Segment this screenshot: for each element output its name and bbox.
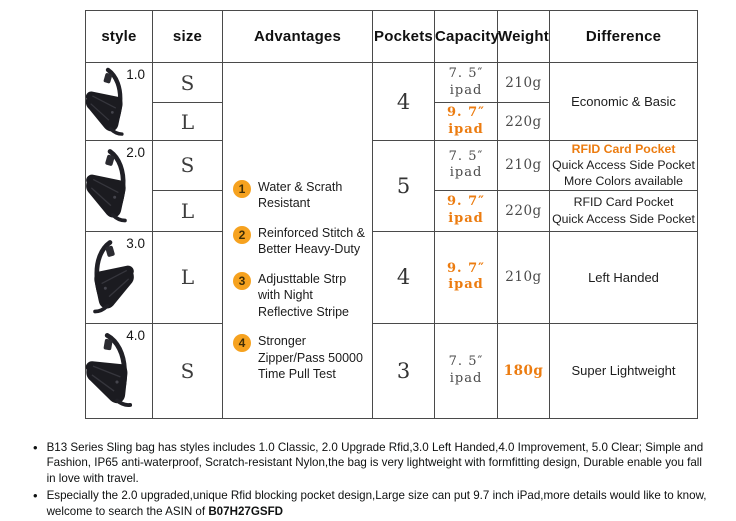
sling-bag-4-0-icon [82,330,140,412]
advantage-item-4: 4 Stronger Zipper/Pass 50000 Time Pull T… [233,333,366,383]
capacity-device: ipad [449,82,483,98]
size-cell: L [152,230,223,324]
difference-cell: RFID Card Pocket Quick Access Side Pocke… [549,189,698,232]
style-cell-1-0: 1.0 [86,62,153,141]
style-version-label: 3.0 [126,235,145,251]
capacity-cell: 7. 5″ ipad [434,62,498,103]
number-badge-3-icon: 3 [233,271,251,290]
style-cell-3-0: 3.0 [85,230,153,324]
difference-line-highlight: RFID Card Pocket [571,142,676,156]
advantage-text: Water & Scrath Resistant [258,179,343,211]
advantage-text: Stronger Zipper/Pass 50000 Time Pull Tes… [258,334,363,382]
weight-cell: 180g [497,322,550,419]
number-badge-1-icon: 1 [233,179,251,198]
difference-line: RFID Card Pocket [573,195,674,210]
weight-cell: 210g [497,230,550,324]
advantage-item-2: 2 Reinforced Stitch & Better Heavy-Duty [233,225,366,258]
product-comparison-sheet: style size Advantages Pockets Capacity W… [33,10,707,518]
pockets-cell: 3 [372,322,435,419]
weight-cell: 210g [497,62,550,103]
column-header-weight: Weight [497,10,550,63]
advantage-text: Adjusttable Strp with Night Reflective S… [258,271,350,319]
number-badge-2-icon: 2 [233,225,251,244]
column-header-capacity: Capacity [434,10,499,63]
column-header-advantages: Advantages [222,10,373,63]
pockets-cell: 4 [372,62,435,141]
size-cell: S [152,140,223,191]
capacity-device: ipad [449,165,483,181]
capacity-size: 7. 5″ [448,66,484,82]
capacity-device: ipad [449,370,483,386]
size-cell: S [152,322,223,419]
capacity-size: 7. 5″ [448,149,484,165]
footnotes: • B13 Series Sling bag has styles includ… [33,440,709,521]
column-header-pockets: Pockets [372,10,435,63]
footnote-body: Especially the 2.0 upgraded,unique Rfid … [46,489,707,518]
capacity-size: 9. 7″ [447,194,485,210]
capacity-device: ipad [448,121,484,137]
footnote-asin: B07H27GSFD [208,504,284,518]
capacity-cell: 7. 5″ ipad [434,322,498,419]
capacity-device: ipad [448,210,484,226]
table-row: 3.0 L 4 9. 7″ ipad 210g Left Handed [85,230,698,324]
difference-line: Quick Access Side Pocket [552,211,695,226]
footnote-item-1: • B13 Series Sling bag has styles includ… [33,440,709,486]
advantage-item-3: 3 Adjusttable Strp with Night Reflective… [233,271,366,321]
capacity-cell: 9. 7″ ipad [434,189,498,232]
comparison-table: style size Advantages Pockets Capacity W… [85,10,698,419]
capacity-size: 7. 5″ [448,354,484,370]
weight-cell: 210g [497,140,550,191]
difference-line: More Colors available [564,174,683,189]
column-header-style: style [85,10,153,63]
size-cell: L [152,189,223,232]
table-row: 2.0 S 5 7. 5″ ipad 210g RFID Card Pocket… [86,140,698,232]
capacity-cell: 7. 5″ ipad [434,140,498,191]
table-row: 4.0 S 3 7. 5″ ipad 180g Super Lightweigh… [86,322,698,419]
sling-bag-1-0-icon [82,67,134,137]
difference-line: Quick Access Side Pocket [552,158,695,173]
size-cell: L [152,102,223,141]
column-header-difference: Difference [549,10,698,63]
column-header-size: size [152,10,223,63]
difference-cell: Economic & Basic [549,62,698,141]
weight-cell: 220g [497,189,550,232]
advantages-list: 1 Water & Scrath Resistant 2 Reinforced … [223,98,372,383]
advantage-item-1: 1 Water & Scrath Resistant [233,179,366,212]
pockets-cell: 4 [372,230,435,324]
advantage-text: Reinforced Stitch & Better Heavy-Duty [258,225,365,257]
footnote-text: Especially the 2.0 upgraded,unique Rfid … [47,488,709,519]
style-version-label: 4.0 [126,327,145,343]
style-cell-2-0: 2.0 [86,140,153,232]
sling-bag-2-0-icon [82,146,138,226]
bullet-icon: • [33,488,38,504]
bullet-icon: • [33,440,38,455]
table-row: L 9. 7″ ipad 220g [86,102,698,141]
table-row: 1.0 S 1 Water & Scrath Resistant 2 [86,62,698,419]
capacity-cell: 9. 7″ ipad [434,102,498,141]
style-version-label: 1.0 [126,67,145,82]
footnote-text: B13 Series Sling bag has styles includes… [47,440,709,486]
capacity-cell: 9. 7″ ipad [434,230,498,324]
size-cell: S [152,62,223,103]
capacity-size: 9. 7″ [447,105,485,121]
style-cell-4-0: 4.0 [86,322,153,419]
footnote-item-2: • Especially the 2.0 upgraded,unique Rfi… [33,488,709,519]
number-badge-4-icon: 4 [233,334,251,353]
footnote-body: B13 Series Sling bag has styles includes… [46,441,704,485]
table-row: L 9. 7″ ipad 220g RFID Card Pocket Quick… [86,189,698,232]
capacity-size: 9. 7″ [447,260,485,276]
capacity-device: ipad [448,277,484,293]
difference-cell: Left Handed [549,230,698,324]
advantages-cell: 1 Water & Scrath Resistant 2 Reinforced … [222,62,373,419]
style-version-label: 2.0 [126,145,145,160]
weight-cell: 220g [497,102,550,141]
difference-cell: RFID Card Pocket Quick Access Side Pocke… [549,140,698,191]
pockets-cell: 5 [372,140,435,232]
difference-cell: Super Lightweight [549,322,698,419]
sling-bag-3-0-icon [82,237,138,317]
